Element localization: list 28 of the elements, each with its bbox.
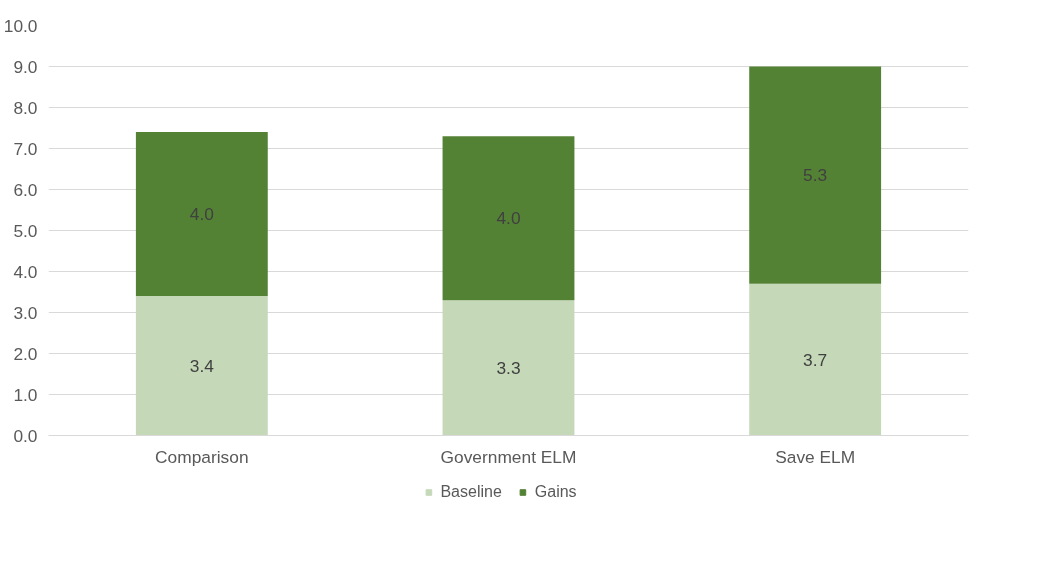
data-label: 3.3 xyxy=(496,357,521,378)
bar xyxy=(442,136,575,301)
data-label: 4.0 xyxy=(496,208,521,229)
y-tick-label: 4.0 xyxy=(13,261,38,282)
y-tick-label: 7.0 xyxy=(13,138,38,159)
y-tick-label: 1.0 xyxy=(13,384,38,405)
data-label: 5.3 xyxy=(803,165,828,186)
bar xyxy=(135,296,268,436)
data-label: 4.0 xyxy=(189,204,214,225)
y-tick-label: 2.0 xyxy=(13,343,38,364)
x-tick-label: Government ELM xyxy=(440,446,577,467)
data-label: 3.4 xyxy=(189,355,215,376)
x-tick-label: Save ELM xyxy=(775,446,856,467)
bar xyxy=(749,283,882,436)
x-tick-label: Comparison xyxy=(155,446,249,467)
y-tick-label: 6.0 xyxy=(13,179,38,200)
y-tick-label: 5.0 xyxy=(13,220,38,241)
y-tick-label: 0.0 xyxy=(13,425,38,446)
bar xyxy=(442,300,575,436)
data-label: 3.7 xyxy=(803,349,828,370)
y-tick-label: 10.0 xyxy=(3,15,38,36)
bar xyxy=(749,66,882,284)
legend-label: Gains xyxy=(534,482,577,501)
y-tick-label: 8.0 xyxy=(13,97,38,118)
y-tick-label: 3.0 xyxy=(13,302,38,323)
legend-label: Baseline xyxy=(440,482,502,501)
bar xyxy=(135,132,268,297)
y-tick-label: 9.0 xyxy=(13,56,38,77)
